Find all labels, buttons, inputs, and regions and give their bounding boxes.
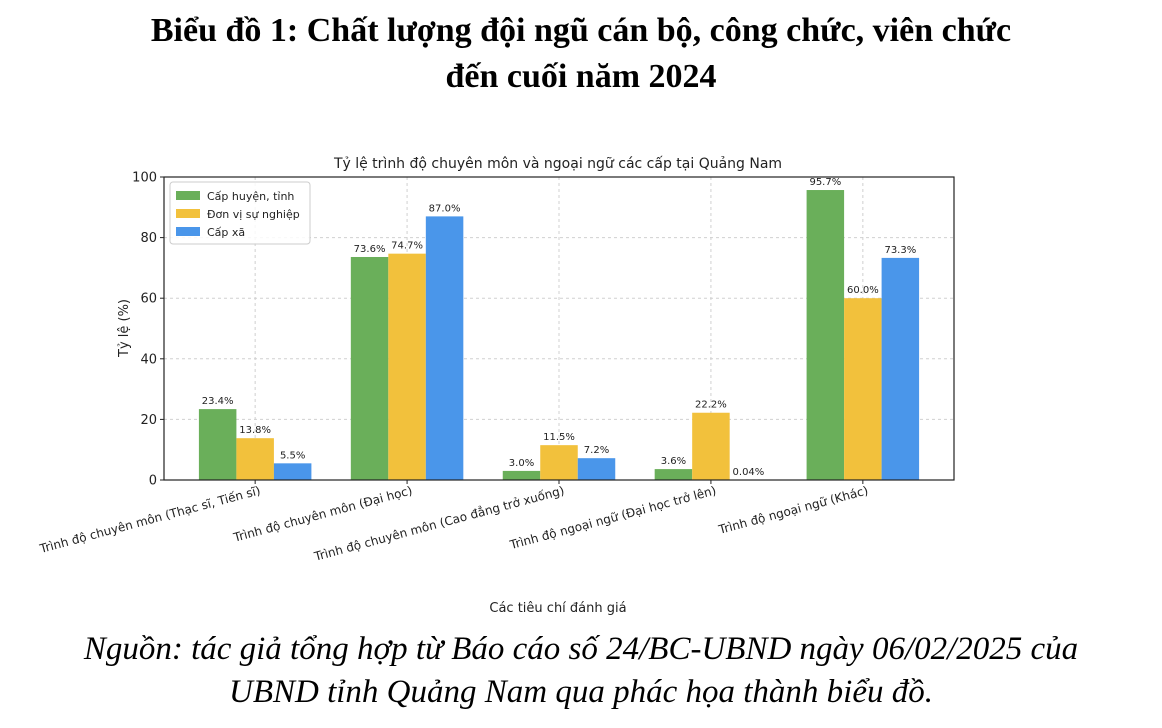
bar-value-label: 73.3% <box>884 245 916 256</box>
bar-value-label: 7.2% <box>584 445 609 456</box>
bar-value-label: 22.2% <box>695 400 727 411</box>
bar-value-label: 74.7% <box>391 241 423 252</box>
legend-swatch <box>176 209 200 218</box>
bar <box>577 458 616 480</box>
bar <box>502 470 541 480</box>
bar-value-label: 95.7% <box>809 177 841 188</box>
bar <box>881 257 920 480</box>
bar <box>236 438 274 480</box>
source-line-2: UBND tỉnh Quảng Nam qua phác họa thành b… <box>229 674 933 710</box>
document-title: Biểu đồ 1: Chất lượng đội ngũ cán bộ, cô… <box>0 8 1162 100</box>
legend-label: Cấp huyện, tỉnh <box>207 190 294 203</box>
bar <box>692 412 730 480</box>
y-tick-label: 80 <box>140 231 157 246</box>
bar-value-label: 73.6% <box>354 244 386 255</box>
x-tick-label: Trình độ chuyên môn (Thạc sĩ, Tiến sĩ) <box>37 483 262 556</box>
bar-value-label: 0.04% <box>733 467 765 478</box>
bar-value-label: 23.4% <box>202 396 234 407</box>
chart-legend: Cấp huyện, tỉnh Đơn vị sự nghiệp Cấp xã <box>169 181 311 245</box>
y-tick-label: 20 <box>140 413 157 428</box>
y-axis-ticks: 0 20 40 60 80 100 <box>132 171 164 489</box>
bar-value-label: 11.5% <box>543 432 575 443</box>
bar-value-label: 3.6% <box>661 456 686 467</box>
x-tick-label: Trình độ ngoại ngữ (Khác) <box>716 483 869 537</box>
chart-bar-labels: 23.4% 73.6% 3.0% 3.6% 95.7% 13.8% 74.7% 11.5% 22… <box>202 177 916 478</box>
bar <box>806 190 845 481</box>
bar-value-label: 3.0% <box>509 458 534 469</box>
y-tick-label: 40 <box>140 352 157 367</box>
bar-value-label: 87.0% <box>429 203 461 214</box>
bar <box>654 469 693 480</box>
bar <box>844 298 882 480</box>
bar-value-label: 13.8% <box>239 425 271 436</box>
bar-value-label: 60.0% <box>847 285 879 296</box>
legend-box <box>169 181 311 245</box>
bar-value-label: 5.5% <box>280 450 305 461</box>
legend-label: Đơn vị sự nghiệp <box>207 208 300 221</box>
x-axis-label: Các tiêu chí đánh giá <box>489 601 626 616</box>
legend-label: Cấp xã <box>207 226 245 239</box>
chart-bars <box>198 190 920 481</box>
x-tick-label: Trình độ chuyên môn (Cao đẳng trở xuống) <box>312 482 566 564</box>
chart-title: Tỷ lệ trình độ chuyên môn và ngoại ngữ c… <box>333 156 782 172</box>
document-title-line-1: Biểu đồ 1: Chất lượng đội ngũ cán bộ, cô… <box>150 12 1012 49</box>
y-tick-label: 60 <box>140 292 157 307</box>
x-axis-ticks: Trình độ chuyên môn (Thạc sĩ, Tiến sĩ) Tr… <box>37 480 870 564</box>
legend-swatch <box>176 191 200 200</box>
bar <box>388 253 426 480</box>
legend-swatch <box>176 227 200 236</box>
y-tick-label: 0 <box>149 474 157 489</box>
y-tick-label: 100 <box>132 171 157 186</box>
bar <box>198 409 237 480</box>
bar <box>540 445 578 480</box>
y-axis-label: Tỷ lệ (%) <box>117 299 132 358</box>
bar <box>350 256 389 480</box>
source-line-1: Nguồn: tác giả tổng hợp từ Báo cáo số 24… <box>83 631 1079 667</box>
bar <box>425 216 464 480</box>
document-title-line-2: đến cuối năm 2024 <box>445 58 717 95</box>
bar <box>273 463 312 480</box>
source-note: Nguồn: tác giả tổng hợp từ Báo cáo số 24… <box>0 628 1162 714</box>
